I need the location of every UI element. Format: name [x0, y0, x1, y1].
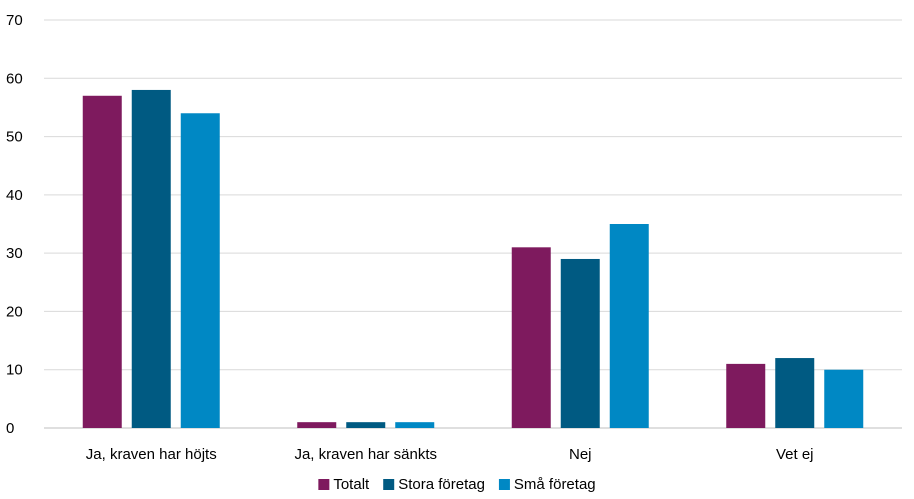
legend-label: Stora företag — [398, 476, 485, 493]
bar — [726, 363, 766, 428]
x-tick-label: Ja, kraven har sänkts — [294, 446, 437, 463]
bar — [395, 422, 435, 428]
legend: Totalt Stora företag Små företag — [318, 476, 596, 493]
bar — [560, 258, 600, 428]
gridlines — [44, 19, 902, 429]
legend-label: Små företag — [514, 476, 596, 493]
bar — [775, 358, 815, 428]
bar — [82, 95, 122, 429]
legend-item: Totalt — [318, 476, 370, 493]
y-tick-label: 40 — [6, 187, 23, 204]
bar — [511, 247, 551, 428]
y-tick-label: 70 — [6, 12, 23, 29]
x-tick-label: Ja, kraven har höjts — [86, 446, 217, 463]
bars — [82, 89, 864, 429]
legend-swatch — [318, 479, 330, 490]
legend-swatch — [383, 479, 395, 490]
legend-swatch — [498, 479, 510, 490]
legend-label: Totalt — [333, 476, 370, 493]
y-tick-label: 30 — [6, 245, 23, 262]
y-axis: 0 10 20 30 40 50 60 70 — [6, 12, 23, 437]
legend-item: Stora företag — [383, 476, 485, 493]
bar — [609, 224, 649, 428]
x-tick-label: Vet ej — [776, 446, 814, 463]
bar — [180, 113, 220, 428]
y-tick-label: 10 — [6, 362, 23, 379]
y-tick-label: 0 — [6, 420, 14, 437]
bar — [297, 422, 337, 428]
x-tick-label: Nej — [569, 446, 592, 463]
y-tick-label: 20 — [6, 303, 23, 320]
x-axis: Ja, kraven har höjts Ja, kraven har sänkt… — [86, 446, 814, 463]
bar — [824, 369, 864, 428]
y-tick-label: 60 — [6, 70, 23, 87]
y-tick-label: 50 — [6, 129, 23, 146]
bar — [346, 422, 386, 428]
bar — [131, 89, 171, 428]
legend-item: Små företag — [498, 476, 596, 493]
